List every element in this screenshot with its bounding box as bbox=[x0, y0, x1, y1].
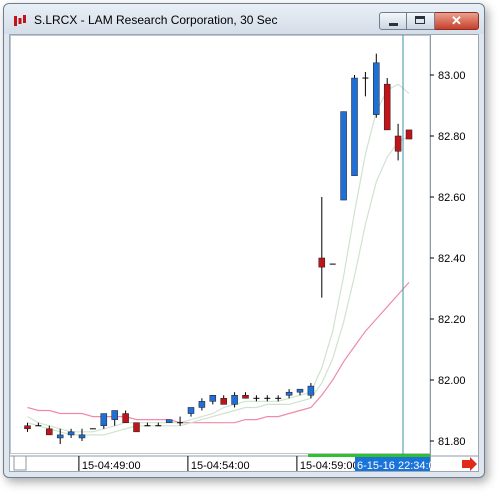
candle-body-up bbox=[209, 395, 217, 402]
candle bbox=[253, 395, 260, 402]
candle-body-up bbox=[351, 77, 358, 176]
candle bbox=[340, 111, 347, 201]
candle-body-up bbox=[78, 434, 86, 439]
candle bbox=[46, 425, 53, 436]
candle bbox=[285, 389, 293, 399]
candle-body-down bbox=[122, 413, 129, 423]
candle bbox=[220, 395, 227, 405]
candle bbox=[373, 53, 380, 118]
candle-body-up bbox=[373, 62, 380, 115]
candle bbox=[209, 395, 217, 405]
candle-body-up bbox=[340, 111, 347, 201]
candle-body-down bbox=[133, 422, 140, 433]
candle bbox=[56, 428, 64, 445]
candle-body-up bbox=[296, 388, 304, 393]
candle bbox=[231, 392, 238, 408]
price-tick-label: 82.40 bbox=[438, 253, 466, 265]
time-tick-label: 15-04:59:00 bbox=[300, 460, 359, 472]
cursor-time-badge bbox=[355, 457, 430, 471]
candle bbox=[362, 71, 369, 97]
candle-body-up bbox=[100, 413, 108, 426]
candle bbox=[144, 422, 151, 427]
candle bbox=[275, 395, 282, 402]
candle bbox=[133, 422, 140, 433]
scroll-right-arrow-icon bbox=[462, 457, 477, 471]
candle-body-up bbox=[285, 391, 293, 396]
candle bbox=[111, 410, 118, 426]
candle bbox=[187, 407, 195, 417]
slow-moving-average-line bbox=[27, 282, 410, 424]
price-tick-label: 82.60 bbox=[438, 192, 466, 204]
time-tick-label: 15-04:49:00 bbox=[82, 460, 141, 472]
time-tick-label: 15-04:54:00 bbox=[191, 460, 250, 472]
candle-body-up bbox=[165, 419, 173, 423]
candle-body-down bbox=[242, 395, 249, 399]
candle-body-down bbox=[405, 129, 413, 140]
candle-body-down bbox=[220, 398, 227, 405]
plot-frame bbox=[10, 35, 431, 454]
candle bbox=[198, 398, 206, 411]
chart-app-icon bbox=[14, 15, 26, 26]
candle-body-up bbox=[67, 431, 75, 436]
candle bbox=[100, 413, 108, 429]
fast-moving-average-line bbox=[27, 83, 410, 433]
candle bbox=[296, 388, 304, 396]
candle-body-down bbox=[383, 83, 391, 131]
cursor-time-label: 6-15-16 22:34:00 bbox=[357, 460, 441, 472]
candle bbox=[67, 428, 75, 438]
candle-body-down bbox=[24, 425, 31, 430]
candle bbox=[165, 419, 173, 423]
chart-window: S.LRCX - LAM Research Corporation, 30 Se… bbox=[3, 3, 485, 478]
candle-body-down bbox=[394, 135, 402, 152]
mid-moving-average-line bbox=[27, 135, 410, 436]
close-icon: ✕ bbox=[451, 13, 462, 28]
chart-area[interactable]: 83.00 82.80 82.60 82.40 82.20 82.00 81.80 15-04… bbox=[9, 34, 479, 472]
price-chart[interactable]: 83.00 82.80 82.60 82.40 82.20 82.00 81.80 15-04… bbox=[10, 35, 479, 472]
candle bbox=[351, 75, 358, 176]
candle-body-up bbox=[111, 410, 118, 420]
price-tick-label: 83.00 bbox=[438, 70, 466, 82]
candle-body-up bbox=[231, 395, 238, 405]
candle bbox=[405, 129, 413, 140]
price-tick-label: 82.00 bbox=[438, 375, 466, 387]
candle-body-up bbox=[187, 407, 195, 414]
candle-body-down bbox=[46, 428, 53, 436]
price-tick-label: 81.80 bbox=[438, 436, 466, 448]
title-bar[interactable]: S.LRCX - LAM Research Corporation, 30 Se… bbox=[4, 4, 484, 34]
candle bbox=[383, 78, 391, 131]
candle-body-up bbox=[56, 434, 64, 439]
window-title: S.LRCX - LAM Research Corporation, 30 Se… bbox=[34, 13, 278, 27]
candle bbox=[394, 123, 402, 161]
candle bbox=[155, 422, 162, 427]
candle bbox=[78, 428, 86, 441]
maximize-button[interactable] bbox=[407, 12, 435, 30]
maximize-icon bbox=[415, 16, 425, 24]
price-tick-label: 82.20 bbox=[438, 314, 466, 326]
price-tick-label: 82.80 bbox=[438, 131, 466, 143]
candle bbox=[122, 410, 129, 423]
candle bbox=[307, 383, 315, 399]
close-button[interactable]: ✕ bbox=[435, 12, 479, 30]
minimize-button[interactable] bbox=[379, 12, 407, 30]
candle bbox=[24, 422, 31, 432]
candle bbox=[35, 422, 42, 427]
minimize-icon bbox=[389, 23, 398, 26]
candle bbox=[177, 416, 184, 426]
candle-body-up bbox=[307, 385, 315, 396]
time-axis-scroll-box bbox=[13, 455, 27, 471]
range-indicator bbox=[308, 454, 430, 457]
candle bbox=[318, 197, 326, 298]
candle-body-up bbox=[198, 401, 206, 408]
candle bbox=[242, 392, 249, 399]
candle-body-down bbox=[318, 257, 326, 268]
candle bbox=[264, 395, 271, 402]
